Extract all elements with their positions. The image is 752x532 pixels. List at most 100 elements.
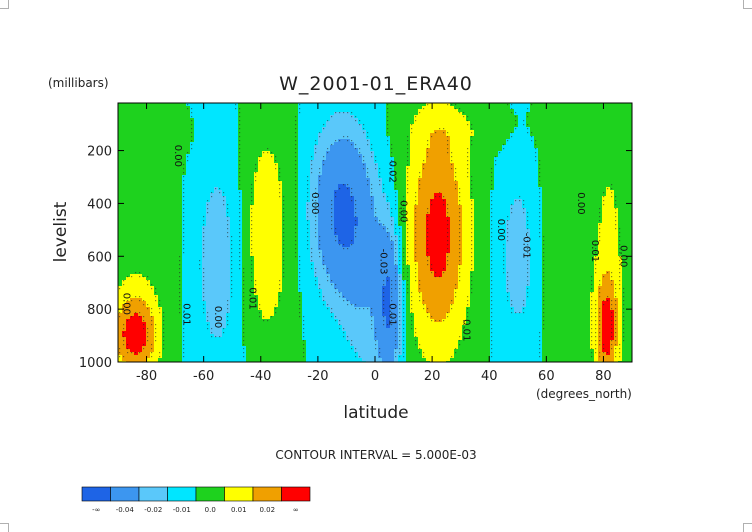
field-cell: [554, 181, 559, 185]
field-cell: [218, 202, 223, 206]
field-cell: [270, 103, 275, 107]
field-cell: [558, 175, 563, 179]
field-cell: [206, 208, 211, 212]
field-cell: [262, 160, 267, 164]
field-cell: [418, 103, 423, 107]
field-cell: [254, 106, 259, 110]
field-cell: [522, 148, 527, 152]
field-cell: [586, 106, 591, 110]
field-cell: [198, 184, 203, 188]
field-cell: [210, 178, 215, 182]
field-cell: [558, 202, 563, 206]
field-cell: [262, 196, 267, 200]
field-cell: [610, 139, 615, 143]
field-cell: [478, 160, 483, 164]
field-cell: [162, 133, 167, 137]
field-cell: [370, 115, 375, 119]
field-cell: [546, 202, 551, 206]
field-cell: [594, 181, 599, 185]
field-cell: [518, 163, 523, 167]
field-cell: [358, 136, 363, 140]
field-cell: [158, 133, 163, 137]
field-cell: [390, 136, 395, 140]
field-cell: [614, 157, 619, 161]
field-cell: [586, 103, 591, 107]
field-cell: [354, 109, 359, 113]
field-cell: [330, 124, 335, 128]
field-cell: [122, 145, 127, 149]
field-cell: [586, 109, 591, 113]
field-cell: [478, 181, 483, 185]
field-cell: [218, 103, 223, 107]
field-cell: [486, 208, 491, 212]
field-cell: [446, 145, 451, 149]
field-cell: [502, 163, 507, 167]
field-cell: [450, 166, 455, 170]
field-cell: [274, 193, 279, 197]
field-cell: [434, 118, 439, 122]
field-cell: [558, 181, 563, 185]
field-cell: [366, 121, 371, 125]
field-cell: [618, 127, 623, 131]
field-cell: [538, 151, 543, 155]
field-cell: [514, 202, 519, 206]
field-cell: [474, 145, 479, 149]
field-cell: [518, 136, 523, 140]
field-cell: [534, 190, 539, 194]
field-cell: [622, 133, 627, 137]
field-cell: [538, 160, 543, 164]
field-cell: [278, 214, 283, 218]
field-cell: [462, 121, 467, 125]
field-cell: [154, 142, 159, 146]
field-cell: [494, 112, 499, 116]
field-cell: [614, 202, 619, 206]
field-cell: [518, 157, 523, 161]
field-cell: [466, 217, 471, 221]
field-cell: [230, 202, 235, 206]
field-cell: [374, 166, 379, 170]
field-cell: [562, 124, 567, 128]
field-cell: [338, 184, 343, 188]
field-cell: [170, 166, 175, 170]
field-cell: [522, 160, 527, 164]
field-cell: [254, 169, 259, 173]
field-cell: [622, 136, 627, 140]
field-cell: [594, 160, 599, 164]
field-cell: [270, 211, 275, 215]
field-cell: [414, 109, 419, 113]
field-cell: [210, 106, 215, 110]
field-cell: [142, 112, 147, 116]
field-cell: [434, 172, 439, 176]
field-cell: [610, 172, 615, 176]
field-cell: [230, 151, 235, 155]
field-cell: [566, 103, 571, 107]
field-cell: [162, 208, 167, 212]
field-cell: [518, 214, 523, 218]
field-cell: [326, 151, 331, 155]
field-cell: [570, 196, 575, 200]
field-cell: [238, 127, 243, 131]
field-cell: [306, 181, 311, 185]
field-cell: [394, 190, 399, 194]
field-cell: [334, 178, 339, 182]
field-cell: [370, 139, 375, 143]
field-cell: [438, 118, 443, 122]
field-cell: [170, 115, 175, 119]
field-cell: [422, 145, 427, 149]
field-cell: [454, 154, 459, 158]
field-cell: [138, 205, 143, 209]
field-cell: [318, 217, 323, 221]
field-cell: [466, 121, 471, 125]
field-cell: [394, 193, 399, 197]
field-cell: [406, 196, 411, 200]
field-cell: [362, 175, 367, 179]
field-cell: [390, 208, 395, 212]
field-cell: [290, 202, 295, 206]
field-cell: [350, 172, 355, 176]
field-cell: [194, 205, 199, 209]
field-cell: [438, 214, 443, 218]
field-cell: [306, 133, 311, 137]
field-cell: [438, 160, 443, 164]
field-cell: [338, 133, 343, 137]
field-cell: [222, 211, 227, 215]
